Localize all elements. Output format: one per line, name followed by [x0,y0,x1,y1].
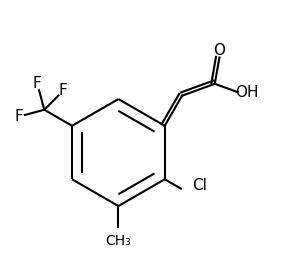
Text: CH₃: CH₃ [106,234,131,248]
Text: O: O [213,43,225,58]
Text: F: F [59,83,68,98]
Text: F: F [14,109,23,124]
Text: F: F [33,76,42,91]
Text: Cl: Cl [192,179,206,194]
Text: OH: OH [235,85,259,100]
